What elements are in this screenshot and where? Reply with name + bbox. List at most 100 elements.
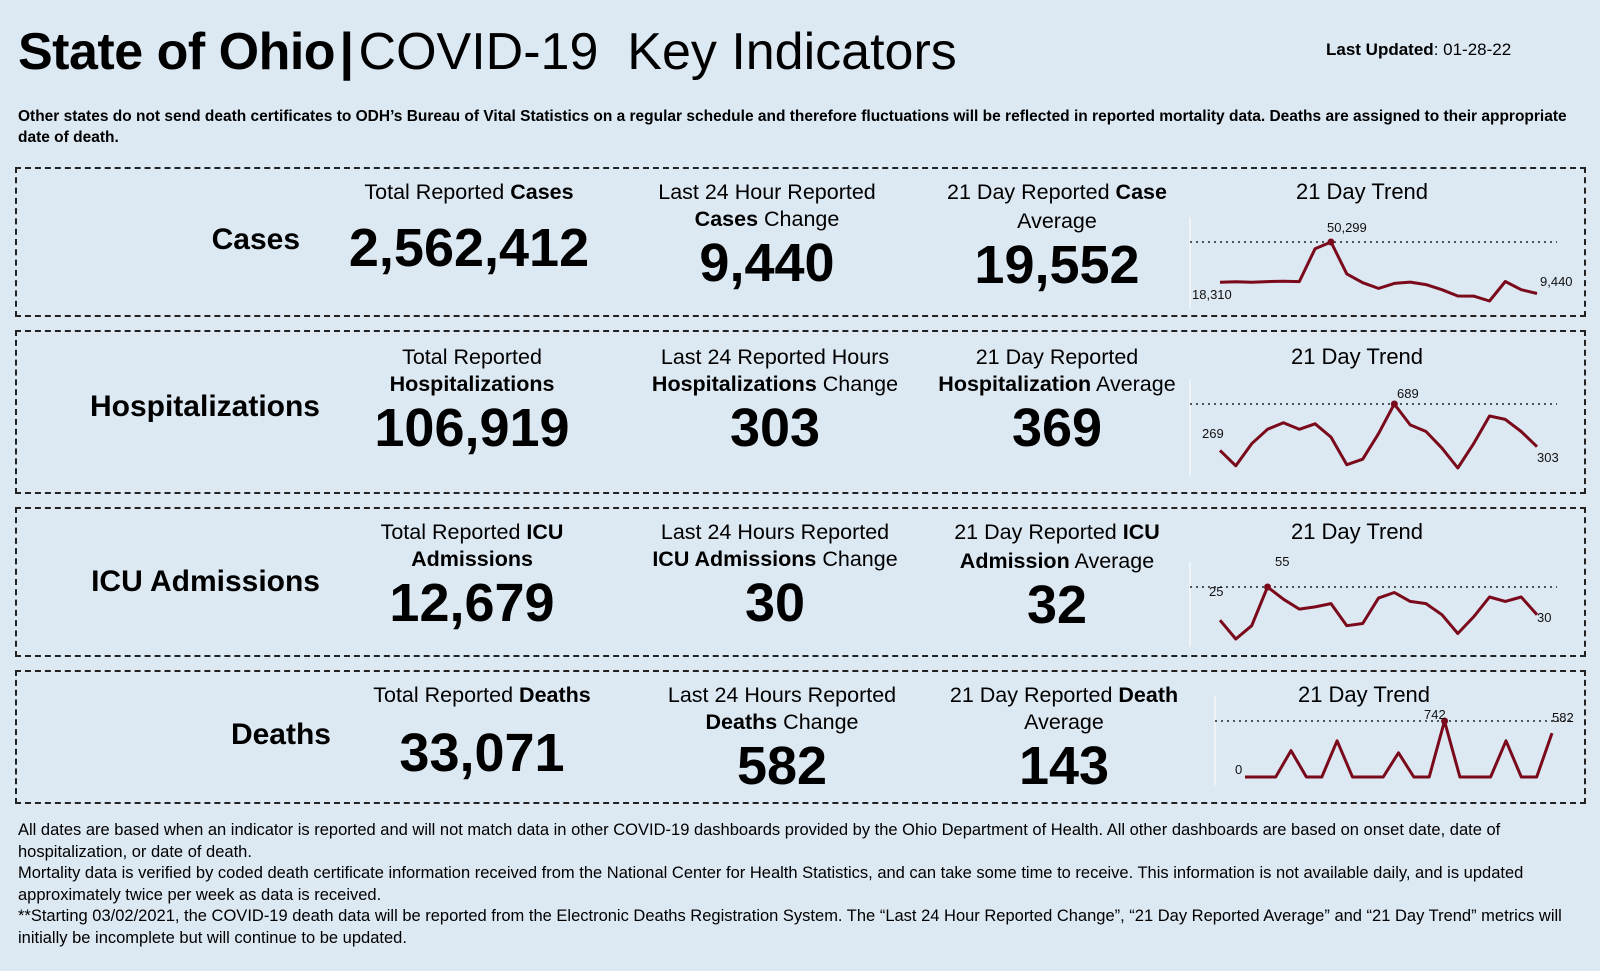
trend-start-label: 0 [1235,762,1242,777]
hospitalizations-row-label: Hospitalizations [89,390,320,423]
deaths-average-heading-text: 21 Day Reported [949,683,1119,707]
icu-total-heading-bold: ICU [526,520,564,544]
deaths-total-heading-text: Total Reported [373,683,520,707]
icu-panel: ICU Admissions Total Reported ICU Admiss… [15,507,1586,657]
hospitalizations-change-heading-text: Change [816,372,899,396]
deaths-trend-title: 21 Day Trend [1297,682,1431,707]
icu-total-heading-line1: Total Reported ICU [322,519,622,546]
icu-trend-chart: 25 55 30 [1189,554,1557,647]
deaths-total-heading: Total Reported Deaths [322,682,642,709]
cases-change-heading-line2: Cases Change [617,206,917,233]
hospitalizations-total-heading-line1: Total Reported [402,345,542,369]
cases-change-heading-bold: Cases [694,207,759,231]
icu-average-heading-line1: 21 Day Reported ICU [902,519,1212,546]
trend-peak-marker [1390,400,1398,408]
trend-series-line [1219,240,1538,303]
icu-average-heading-bold2: Admission [959,549,1070,573]
last-updated: Last Updated: 01-28-22 [1326,40,1511,60]
footer-note-edrs: **Starting 03/02/2021, the COVID-19 deat… [18,907,1562,947]
deaths-total-value: 33,071 [399,723,565,783]
deaths-row-label: Deaths [230,718,331,751]
hospitalizations-total-heading-bold: Hospitalizations [389,372,555,396]
cases-total-metric: Total Reported Cases 2,562,412 [319,179,619,278]
trend-series-line [1218,585,1539,641]
cases-total-heading-text: Total Reported [364,180,511,204]
icu-average-heading-text: 21 Day Reported [954,520,1123,544]
hospitalizations-trend-chart: 269 689 303 [1189,379,1559,476]
last-updated-label: Last Updated [1326,40,1434,59]
deaths-change-metric: Last 24 Hours Reported Deaths Change 582 [617,682,947,796]
trend-peak-label: 742 [1424,707,1446,722]
cases-total-heading: Total Reported Cases [319,179,619,206]
hospitalizations-total-metric: Total Reported Hospitalizations 106,919 [322,344,622,458]
cases-row-label: Cases [211,223,300,256]
hospitalizations-average-value: 369 [1011,398,1103,458]
cases-change-metric: Last 24 Hour Reported Cases Change 9,440 [617,179,917,293]
mortality-disclaimer: Other states do not send death certifica… [18,108,1567,146]
deaths-total-heading-bold: Deaths [519,683,591,707]
trend-end-label: 582 [1552,710,1574,725]
trend-end-label: 30 [1537,610,1551,625]
trend-start-label: 25 [1209,584,1223,599]
icu-row-label: ICU Admissions [91,565,320,598]
deaths-panel: Deaths Total Reported Deaths 33,071 Last… [15,670,1586,804]
trend-peak-marker [1441,717,1449,725]
deaths-total-metric: Total Reported Deaths 33,071 [322,682,642,783]
page-title-separator: | [339,23,355,81]
deaths-average-heading-bold: Death [1118,683,1179,707]
hospitalizations-average-metric: 21 Day Reported Hospitalization Average … [902,344,1212,458]
icu-trend-title: 21 Day Trend [1290,519,1424,544]
deaths-average-heading-line2: Average [1024,710,1104,734]
cases-change-heading-line1: Last 24 Hour Reported [658,180,876,204]
icu-average-metric: 21 Day Reported ICU Admission Average 32 [902,519,1212,635]
icu-average-heading-bold: ICU [1122,520,1160,544]
hospitalizations-panel: Hospitalizations Total Reported Hospital… [15,330,1586,494]
cases-change-heading-text: Change [758,207,840,231]
deaths-average-heading-line1: 21 Day Reported Death [909,682,1219,709]
deaths-average-value: 143 [1018,736,1110,796]
icu-total-metric: Total Reported ICU Admissions 12,679 [322,519,622,633]
cases-total-heading-bold: Cases [510,180,574,204]
trend-series-line [1218,402,1539,470]
icu-change-metric: Last 24 Hours Reported ICU Admissions Ch… [610,519,940,633]
trend-peak-label: 50,299 [1327,220,1367,235]
hospitalizations-average-heading-line2: Hospitalization Average [902,371,1212,398]
hospitalizations-change-heading-bold: Hospitalizations [651,372,817,396]
deaths-change-heading-line1: Last 24 Hours Reported [667,683,897,707]
cases-average-value: 19,552 [974,235,1140,295]
hospitalizations-average-heading-text: Average [1091,372,1176,396]
deaths-change-value: 582 [736,736,828,796]
icu-total-heading-bold2: Admissions [411,547,533,571]
cases-average-heading-text: 21 Day Reported [947,180,1116,204]
hospitalizations-average-heading-line1: 21 Day Reported [975,345,1139,369]
page-title-subject: COVID-19 Key Indicators [358,23,957,81]
deaths-change-heading-line2: Deaths Change [617,709,947,736]
page-title: State of Ohio | COVID-19 Key Indicators [18,22,957,82]
cases-average-metric: 21 Day Reported Case Average 19,552 [907,179,1207,295]
deaths-trend-chart: 0 742 582 [1214,696,1574,785]
footer-notes: All dates are based when an indicator is… [18,820,1593,949]
icu-change-heading-bold: ICU Admissions [652,547,817,571]
cases-trend-chart: 18,310 50,299 9,440 [1189,217,1573,309]
hospitalizations-change-value: 303 [729,398,821,458]
hospitalizations-trend-title: 21 Day Trend [1290,344,1424,369]
icu-change-value: 30 [744,573,806,633]
footer-note-mortality: Mortality data is verified by coded deat… [18,864,1524,904]
cases-trend-title: 21 Day Trend [1295,179,1429,204]
trend-peak-label: 689 [1397,386,1419,401]
icu-change-heading-line2: ICU Admissions Change [610,546,940,573]
icu-change-heading-text: Change [816,547,898,571]
icu-average-heading-line2: Admission Average [902,548,1212,575]
icu-total-heading-text: Total Reported [380,520,527,544]
deaths-average-metric: 21 Day Reported Death Average 143 [909,682,1219,796]
hospitalizations-average-heading-bold: Hospitalization [938,372,1092,396]
cases-panel: Cases Total Reported Cases 2,562,412 Las… [15,167,1586,317]
trend-start-label: 18,310 [1192,287,1232,302]
icu-total-heading-line2: Admissions [322,546,622,573]
trend-peak-marker [1327,238,1335,246]
icu-total-value: 12,679 [389,573,555,633]
trend-peak-marker [1264,583,1272,591]
page-title-state: State of Ohio [18,23,336,81]
deaths-change-heading-text: Change [777,710,859,734]
deaths-change-heading-bold: Deaths [705,710,778,734]
